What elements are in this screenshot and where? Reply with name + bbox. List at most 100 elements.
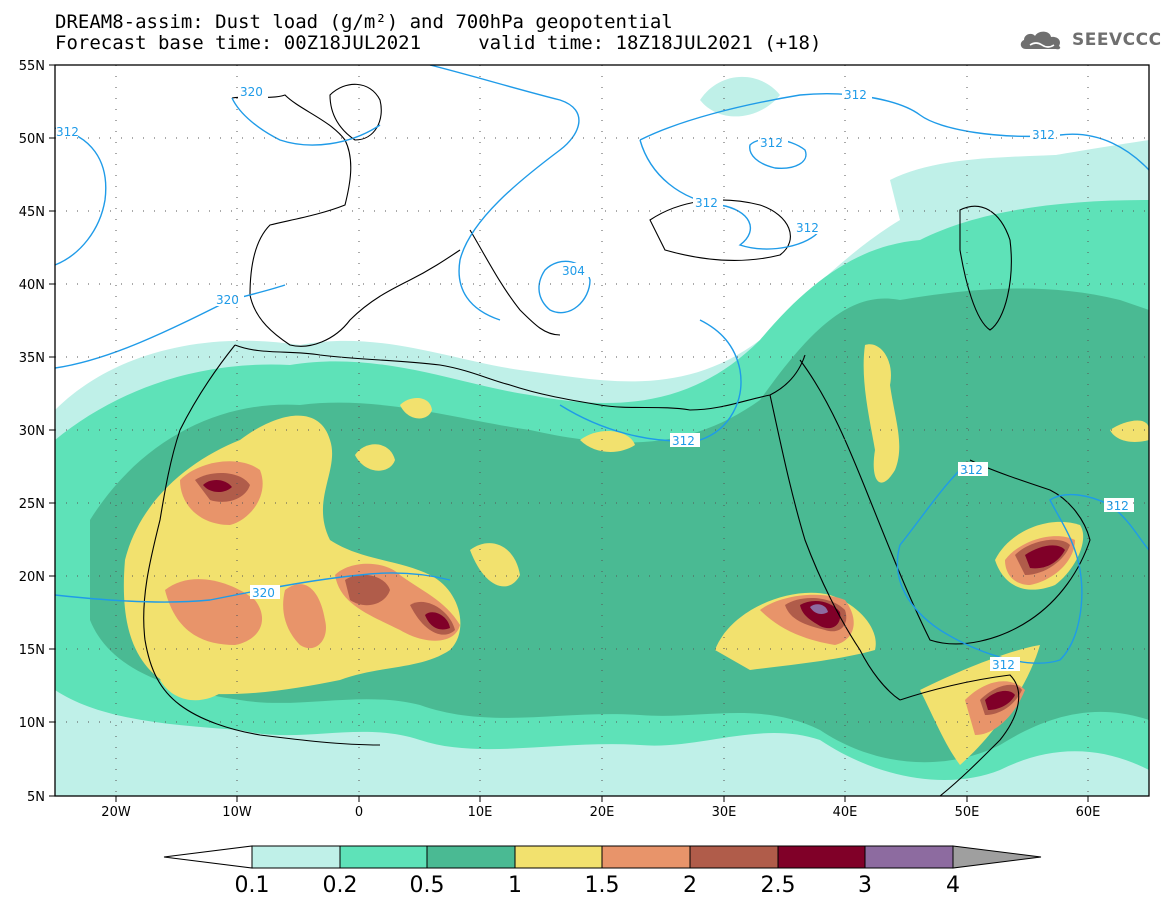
lat-label: 10N <box>19 716 45 731</box>
cloud-logo-icon <box>1020 31 1061 50</box>
coast-west-africa <box>143 344 381 746</box>
contour-320-atlantic <box>55 284 286 369</box>
lat-label: 15N <box>19 643 45 658</box>
forecast-time-line: Forecast base time: 00Z18JUL2021 valid t… <box>55 32 822 54</box>
dust-region-light-north <box>700 76 780 117</box>
lat-label: 35N <box>19 351 45 366</box>
svg-text:312: 312 <box>672 434 695 448</box>
lon-label: 50E <box>955 805 980 820</box>
dust-region-darkred-nigeria <box>425 612 450 630</box>
dust-region-purple-sudan <box>810 604 828 615</box>
coast-britain <box>329 83 382 141</box>
lat-label: 25N <box>19 497 45 512</box>
dust-region-yellow-iraq <box>863 344 900 483</box>
contour-label: 312 <box>670 433 700 448</box>
lon-label: 60E <box>1076 805 1101 820</box>
lon-label: 10E <box>468 805 493 820</box>
svg-text:312: 312 <box>760 136 783 150</box>
lon-label: 20W <box>101 805 131 820</box>
contour-label: 312 <box>958 462 988 477</box>
dust-region-yellow-gulf <box>1110 420 1149 442</box>
lat-label: 50N <box>19 132 45 147</box>
colorbar-swatch <box>601 845 691 869</box>
lon-label: 0 <box>355 805 363 820</box>
dust-region-yellow-libya <box>580 430 635 452</box>
svg-text:320: 320 <box>252 586 275 600</box>
contour-label: 320 <box>238 84 268 99</box>
geopotential-contours <box>55 65 1149 664</box>
contour-312-mediterranean <box>559 319 742 442</box>
lon-label: 10W <box>222 805 252 820</box>
svg-text:312: 312 <box>695 196 718 210</box>
contour-312-west <box>55 127 107 266</box>
colorbar-swatch <box>251 845 341 869</box>
coast-red-sea <box>769 394 901 701</box>
coast-caspian <box>959 205 1012 331</box>
contour-label: 320 <box>214 292 244 307</box>
colorbar-swatch <box>514 845 603 869</box>
longitude-axis: 20W 10W 0 10E 20E 30E 40E 50E 60E <box>101 796 1100 820</box>
svg-text:304: 304 <box>562 264 585 278</box>
lat-label: 55N <box>19 59 45 74</box>
coast-north-africa <box>234 344 806 411</box>
graticule <box>55 65 1149 796</box>
lon-label: 40E <box>833 805 858 820</box>
dust-region-yellow-algeria <box>355 444 395 471</box>
logo-text: SEEVCCC <box>1072 30 1162 50</box>
colorbar-label: 0.5 <box>410 873 445 898</box>
dust-region-yellow-tunisia <box>400 398 432 419</box>
svg-text:312: 312 <box>844 88 867 102</box>
lat-label: 5N <box>27 790 45 805</box>
contour-312-north-europe <box>429 65 580 321</box>
dust-region-orange-mauritania <box>165 579 263 645</box>
contour-label: 312 <box>842 87 872 102</box>
contour-labels: 320 312 312 312 312 304 320 312 320 312 … <box>56 84 1134 672</box>
dust-region-yellow-south-west <box>160 669 225 701</box>
svg-text:320: 320 <box>240 85 263 99</box>
coastlines <box>143 83 1091 796</box>
svg-text:312: 312 <box>796 221 819 235</box>
colorbar-label: 0.2 <box>323 873 358 898</box>
dust-region-darkred-west <box>203 479 232 493</box>
dust-region-darkred-sudan <box>800 600 841 629</box>
colorbar-label: 0.1 <box>235 873 270 898</box>
colorbar-max-arrow <box>952 845 1042 869</box>
colorbar-label: 1.5 <box>585 873 620 898</box>
contour-label: 304 <box>560 263 590 278</box>
contour-label: 312 <box>1104 498 1134 513</box>
colorbar-label: 2 <box>683 873 697 898</box>
seevccc-logo: SEEVCCC <box>1018 28 1162 52</box>
svg-text:312: 312 <box>56 125 79 139</box>
map-title: DREAM8-assim: Dust load (g/m²) and 700hP… <box>55 11 673 33</box>
lon-label: 30E <box>712 805 737 820</box>
svg-text:320: 320 <box>216 293 239 307</box>
dust-region-brown-niger <box>345 574 390 606</box>
svg-text:312: 312 <box>1032 128 1055 142</box>
contour-label: 312 <box>693 195 723 210</box>
map-body: 320 312 312 312 312 304 320 312 320 312 … <box>55 65 1149 796</box>
colorbar-swatch <box>689 845 779 869</box>
coast-arabia <box>799 359 1091 645</box>
svg-text:312: 312 <box>992 658 1015 672</box>
colorbar-label: 1 <box>508 873 522 898</box>
svg-text:312: 312 <box>1106 499 1129 513</box>
latitude-axis: 55N 50N 45N 40N 35N 30N 25N 20N 15N 10N … <box>19 59 55 805</box>
contour-312-arabia <box>896 469 1149 664</box>
contour-312-black-sea <box>639 139 821 250</box>
lat-label: 30N <box>19 424 45 439</box>
colorbar-swatch <box>864 845 954 869</box>
contour-304-italy <box>538 260 591 314</box>
colorbar-label: 3 <box>858 873 872 898</box>
contour-label: 312 <box>1030 127 1060 142</box>
contour-label: 312 <box>758 135 788 150</box>
dust-region-yellow-chad <box>470 543 520 587</box>
lat-label: 40N <box>19 278 45 293</box>
dust-region-orange-mali <box>283 584 326 649</box>
lat-label: 20N <box>19 570 45 585</box>
contour-320-north <box>231 97 381 146</box>
contour-312-east-europe <box>639 93 1149 171</box>
coast-europe-west <box>231 94 461 347</box>
colorbar-swatch <box>339 845 428 869</box>
dust-region-darkred-somalia <box>985 690 1015 710</box>
